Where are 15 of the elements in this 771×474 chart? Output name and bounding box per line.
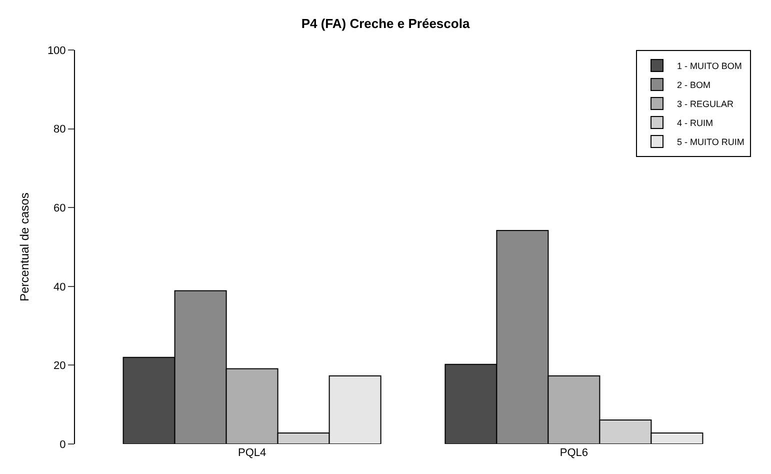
legend-label: 4 - RUIM (677, 118, 713, 128)
legend-label: 1 - MUITO BOM (677, 61, 742, 72)
y-tick-label: 80 (54, 124, 66, 136)
y-tick-label: 40 (54, 281, 66, 294)
y-tick-label: 20 (54, 360, 66, 372)
legend-label: 2 - BOM (677, 80, 711, 90)
y-tick-label: 0 (60, 438, 66, 451)
legend-label: 3 - REGULAR (677, 99, 734, 110)
x-tick-label: PQL4 (238, 447, 266, 459)
chart-title: P4 (FA) Creche e Préescola (301, 16, 470, 32)
x-tick-label: PQL6 (560, 447, 588, 459)
y-tick-label: 60 (54, 202, 66, 214)
y-axis-title: Percentual de casos (18, 192, 32, 302)
y-tick-label: 100 (47, 44, 66, 57)
legend-label: 5 - MUITO RUIM (677, 137, 744, 148)
